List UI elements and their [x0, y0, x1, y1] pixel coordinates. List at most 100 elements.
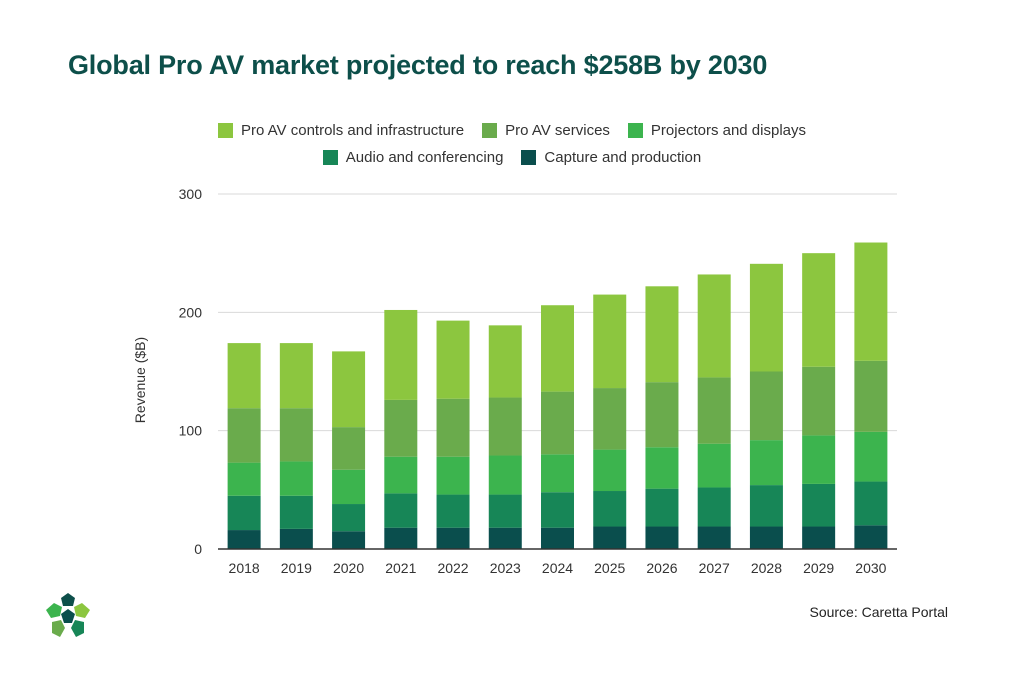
bar-segment-audio-and-conferencing-2020 [332, 504, 366, 532]
bar-segment-pro-av-controls-and-infrastructure-2022 [436, 320, 470, 399]
bar-segment-audio-and-conferencing-2024 [541, 492, 574, 528]
bar-segment-audio-and-conferencing-2030 [854, 481, 888, 526]
bar-segment-pro-av-controls-and-infrastructure-2028 [749, 263, 783, 372]
bar-segment-capture-and-production-2019 [279, 528, 313, 549]
y-tick-label: 300 [179, 186, 203, 202]
bar-segment-capture-and-production-2030 [854, 525, 888, 549]
bar-segment-pro-av-services-2022 [436, 398, 470, 457]
bar-segment-capture-and-production-2029 [802, 526, 836, 549]
x-tick-label: 2027 [699, 560, 730, 576]
bar-segment-pro-av-services-2023 [488, 397, 522, 456]
x-tick-label: 2024 [542, 560, 573, 576]
legend-item-projectors: Projectors and displays [627, 122, 806, 139]
logo-petal-left [46, 603, 62, 618]
bar-segment-pro-av-services-2030 [854, 360, 888, 432]
bar-segment-pro-av-controls-and-infrastructure-2023 [488, 325, 522, 398]
legend-swatch-capture [521, 150, 537, 165]
bar-segment-pro-av-services-2020 [332, 427, 366, 470]
bar-segment-audio-and-conferencing-2026 [645, 488, 679, 527]
bar-segment-audio-and-conferencing-2019 [279, 495, 313, 529]
bar-segment-pro-av-services-2025 [593, 388, 627, 450]
bar-segment-capture-and-production-2025 [593, 526, 627, 549]
legend-item-services: Pro AV services [482, 122, 610, 139]
bar-segment-pro-av-controls-and-infrastructure-2025 [593, 294, 627, 389]
bar-segment-projectors-and-displays-2021 [384, 456, 418, 494]
x-tick-label: 2022 [437, 560, 468, 576]
bar-segment-capture-and-production-2022 [436, 527, 470, 549]
bar-segment-pro-av-services-2018 [227, 408, 261, 463]
x-tick-label: 2023 [490, 560, 521, 576]
logo-center [61, 609, 75, 623]
x-tick-label: 2026 [646, 560, 677, 576]
bar-segment-audio-and-conferencing-2018 [227, 495, 261, 531]
bar-segment-audio-and-conferencing-2027 [697, 487, 731, 527]
legend-item-capture: Capture and production [521, 149, 701, 166]
legend-label-audio: Audio and conferencing [345, 149, 504, 166]
bar-segment-projectors-and-displays-2019 [279, 461, 313, 496]
x-tick-label: 2018 [229, 560, 260, 576]
bar-segment-projectors-and-displays-2020 [332, 469, 366, 505]
logo-petal-right [74, 603, 90, 618]
bar-segment-projectors-and-displays-2027 [697, 443, 731, 488]
bar-segment-pro-av-services-2024 [541, 391, 574, 455]
bar-segment-capture-and-production-2024 [541, 527, 574, 549]
bar-segment-projectors-and-displays-2025 [593, 449, 627, 492]
x-tick-label: 2030 [855, 560, 886, 576]
bar-segment-pro-av-services-2021 [384, 399, 418, 457]
x-tick-label: 2021 [385, 560, 416, 576]
bar-segment-pro-av-controls-and-infrastructure-2020 [332, 351, 366, 428]
bar-segment-capture-and-production-2018 [227, 530, 261, 549]
bar-segment-capture-and-production-2026 [645, 526, 679, 549]
x-tick-label: 2025 [594, 560, 625, 576]
bar-segment-pro-av-controls-and-infrastructure-2019 [279, 343, 313, 409]
bar-segment-pro-av-services-2026 [645, 382, 679, 448]
bar-segment-projectors-and-displays-2028 [749, 440, 783, 486]
bar-segment-projectors-and-displays-2026 [645, 447, 679, 489]
bar-segment-pro-av-controls-and-infrastructure-2024 [541, 305, 574, 392]
bar-segment-pro-av-services-2019 [279, 408, 313, 462]
bar-segment-pro-av-controls-and-infrastructure-2026 [645, 286, 679, 383]
logo-petal-bottom-left [52, 620, 65, 637]
bar-segment-audio-and-conferencing-2022 [436, 494, 470, 528]
legend-swatch-audio [322, 150, 338, 165]
bar-segment-projectors-and-displays-2024 [541, 454, 574, 493]
bar-segment-pro-av-controls-and-infrastructure-2029 [802, 253, 836, 367]
legend-swatch-services [482, 123, 498, 138]
bar-segment-audio-and-conferencing-2025 [593, 491, 627, 527]
legend-row-2: Audio and conferencing Capture and produ… [322, 149, 701, 166]
x-tick-label: 2028 [751, 560, 782, 576]
bar-segment-audio-and-conferencing-2028 [749, 485, 783, 527]
source-note: Source: Caretta Portal [809, 604, 948, 620]
bar-segment-capture-and-production-2028 [749, 526, 783, 549]
bar-segment-pro-av-services-2029 [802, 366, 836, 436]
x-tick-label: 2019 [281, 560, 312, 576]
logo-petal-bottom-right [71, 620, 84, 637]
bar-segment-projectors-and-displays-2030 [854, 431, 888, 482]
bar-segment-projectors-and-displays-2023 [488, 455, 522, 495]
legend-item-controls: Pro AV controls and infrastructure [217, 122, 464, 139]
chart-legend: Pro AV controls and infrastructure Pro A… [0, 122, 1024, 166]
bar-segment-projectors-and-displays-2029 [802, 435, 836, 484]
y-tick-label: 0 [194, 541, 202, 557]
bar-segment-pro-av-controls-and-infrastructure-2021 [384, 309, 418, 400]
bar-segment-projectors-and-displays-2018 [227, 462, 261, 496]
bar-segment-pro-av-controls-and-infrastructure-2018 [227, 343, 261, 409]
bar-segment-capture-and-production-2020 [332, 531, 366, 549]
x-tick-label: 2029 [803, 560, 834, 576]
y-tick-label: 200 [179, 304, 203, 320]
legend-swatch-projectors [627, 123, 643, 138]
legend-label-projectors: Projectors and displays [650, 122, 806, 139]
bar-segment-capture-and-production-2027 [697, 526, 731, 549]
bar-segment-pro-av-services-2028 [749, 371, 783, 441]
logo-petal-top [61, 593, 75, 606]
legend-item-audio: Audio and conferencing [322, 149, 504, 166]
x-tick-label: 2020 [333, 560, 364, 576]
bar-segment-pro-av-services-2027 [697, 377, 731, 444]
bar-segment-pro-av-controls-and-infrastructure-2030 [854, 242, 888, 361]
bar-segment-capture-and-production-2023 [488, 527, 522, 549]
bar-segment-audio-and-conferencing-2021 [384, 493, 418, 528]
bar-segment-audio-and-conferencing-2023 [488, 494, 522, 528]
bar-segment-audio-and-conferencing-2029 [802, 483, 836, 527]
legend-row-1: Pro AV controls and infrastructure Pro A… [217, 122, 806, 139]
